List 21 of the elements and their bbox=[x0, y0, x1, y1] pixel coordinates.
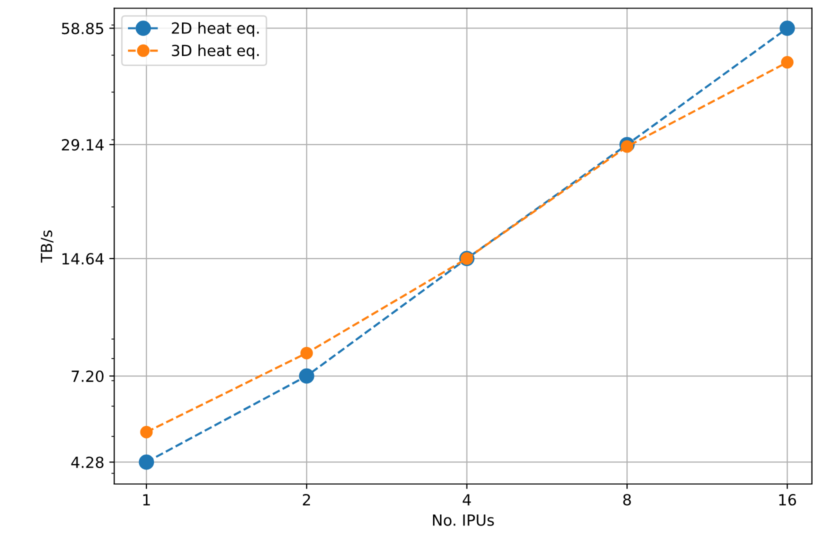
point bbox=[620, 140, 634, 153]
x-tick-label: 1 bbox=[143, 494, 150, 506]
y-tick-label: 29.14 bbox=[62, 139, 104, 151]
x-tick-label: 8 bbox=[623, 494, 631, 506]
y-axis-title: TB/s bbox=[40, 230, 54, 263]
point bbox=[138, 454, 154, 470]
x-tick-label: 4 bbox=[462, 494, 471, 506]
point bbox=[300, 346, 313, 360]
y-tick-label: 4.28 bbox=[71, 456, 104, 468]
point bbox=[299, 368, 314, 384]
legend-label: 2D heat eq. bbox=[172, 22, 259, 37]
point bbox=[781, 56, 794, 69]
x-tick-label: 16 bbox=[779, 494, 796, 506]
legend-label: 3D heat eq. bbox=[172, 44, 259, 60]
x-tick-label: 2 bbox=[302, 494, 310, 506]
y-tick-label: 7.20 bbox=[72, 370, 104, 382]
point bbox=[780, 20, 795, 36]
point bbox=[140, 426, 153, 438]
y-tick-label: 14.64 bbox=[62, 253, 104, 265]
x-axis-title: No. IPUs bbox=[433, 514, 494, 526]
y-tick-label: 58.85 bbox=[62, 22, 104, 34]
